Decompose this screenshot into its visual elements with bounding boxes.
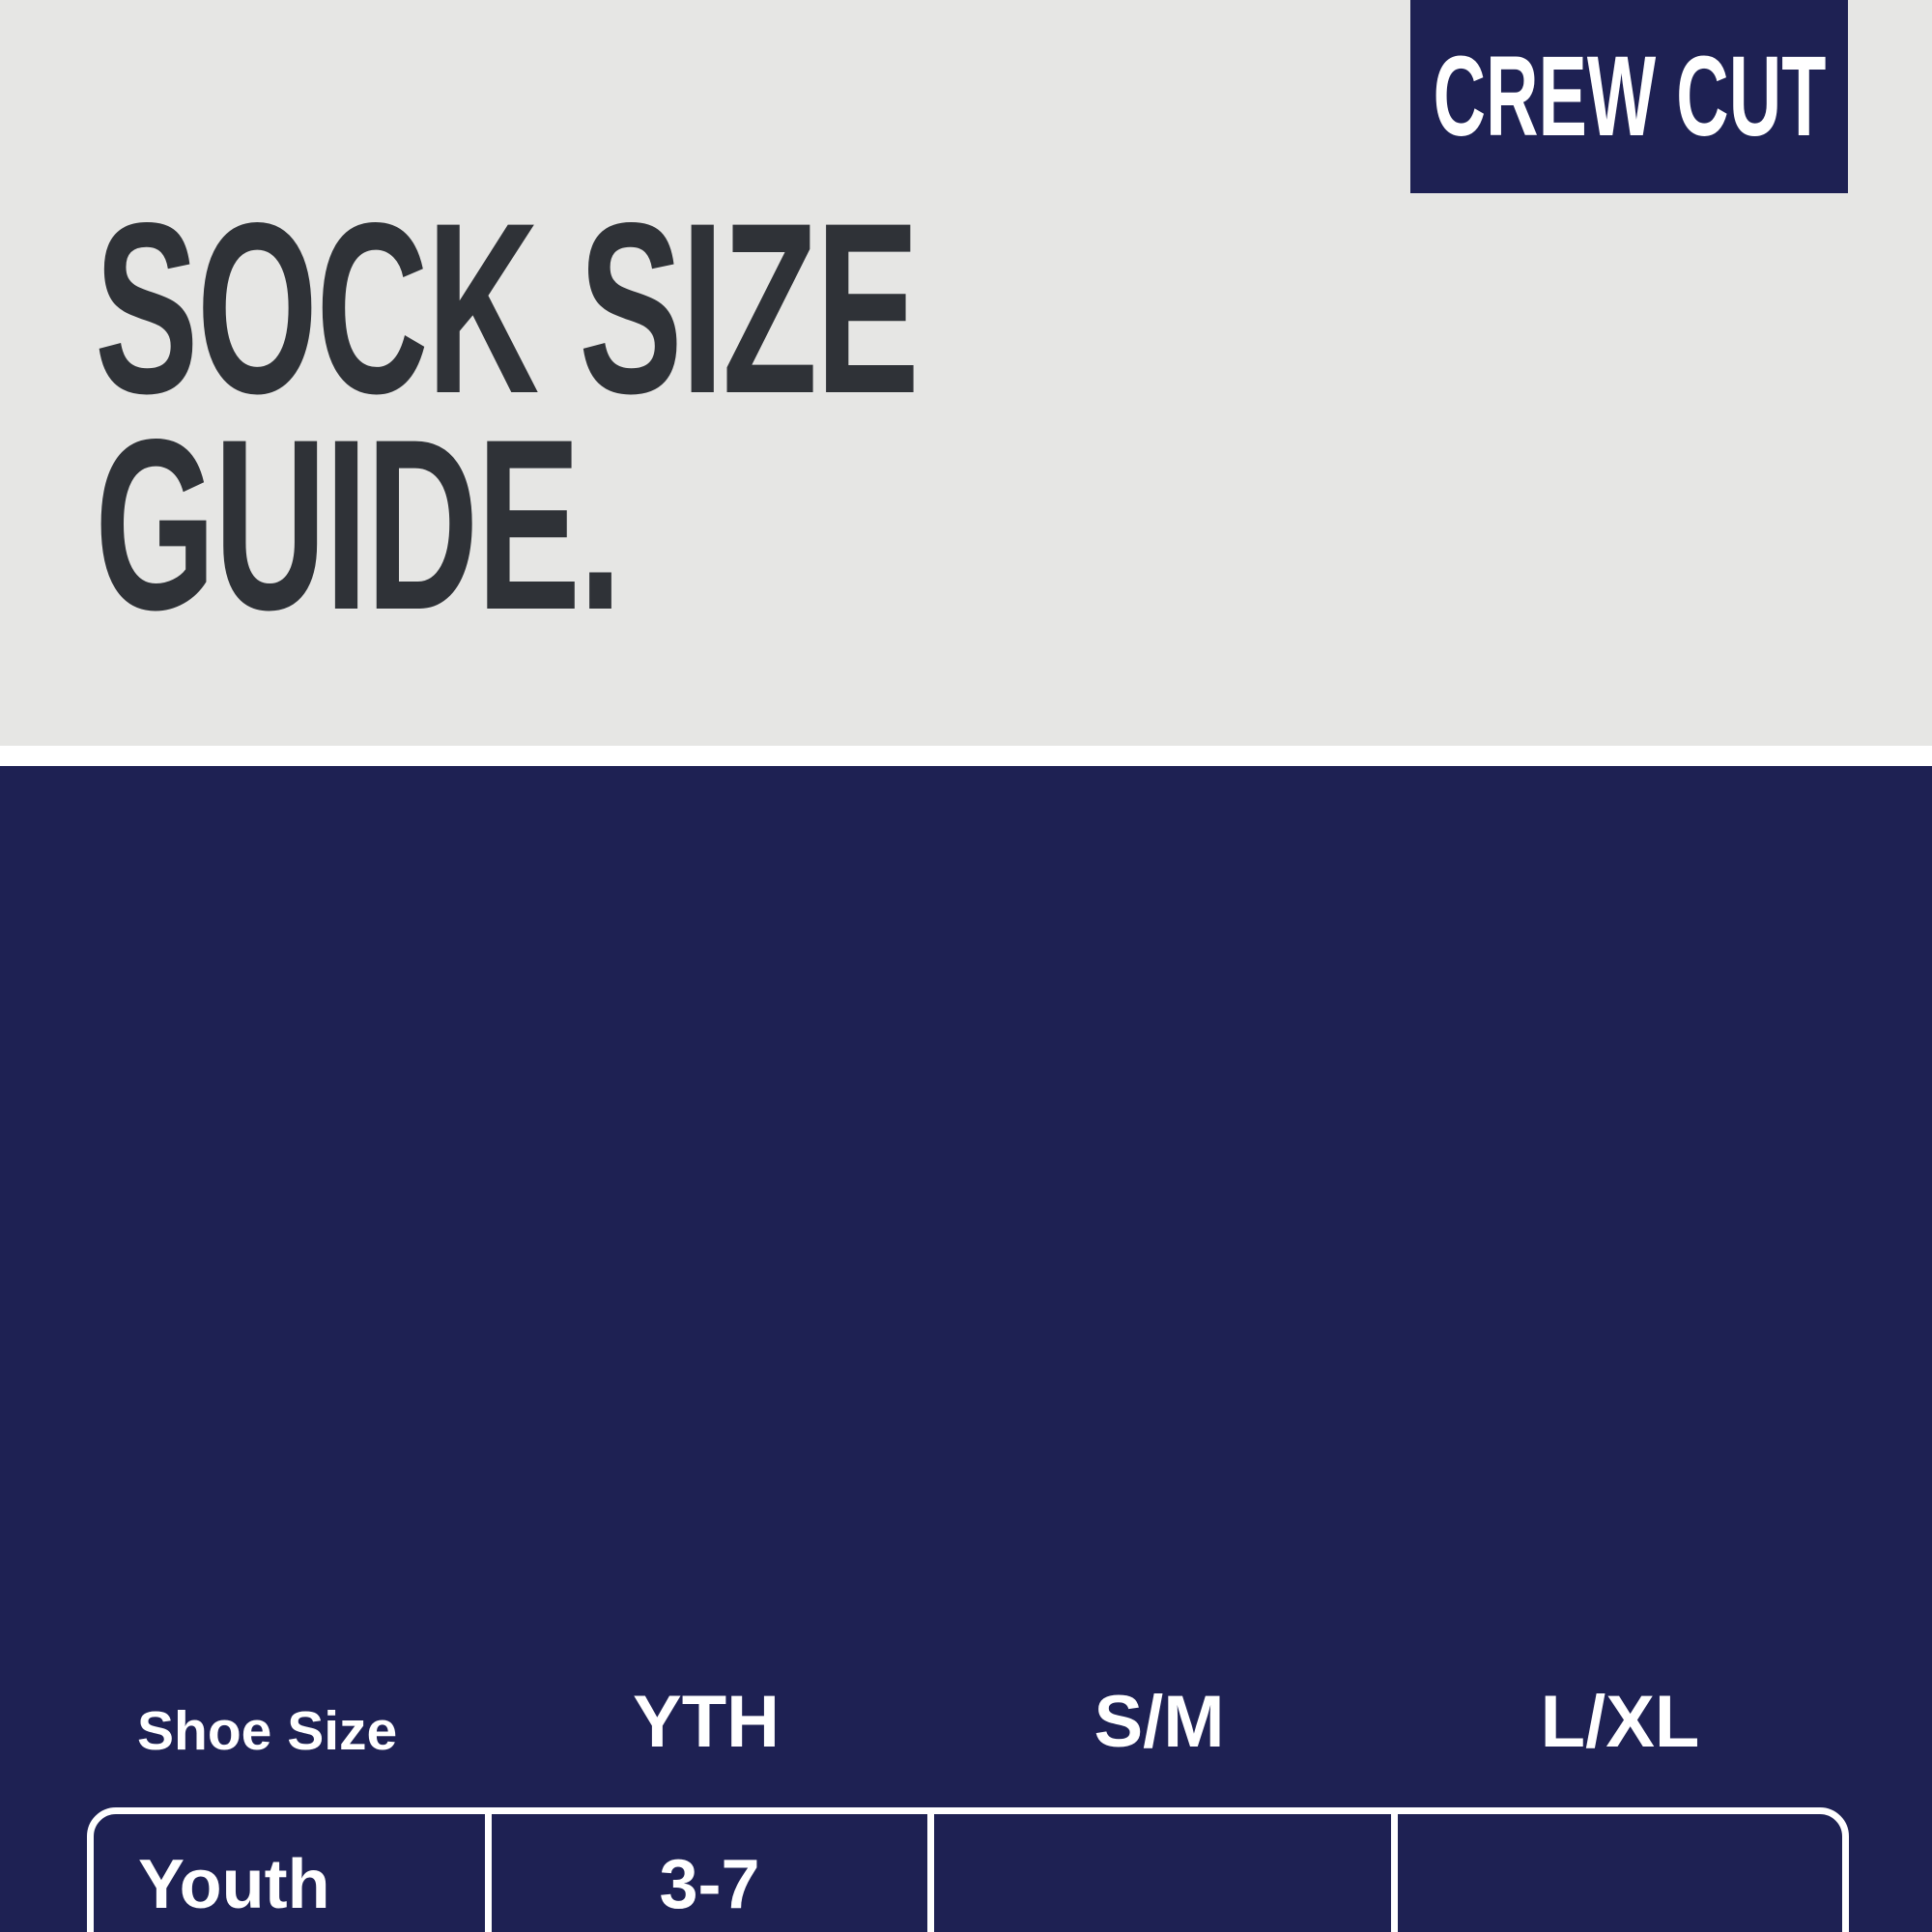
- crew-cut-badge-label: CREW CUT: [1433, 33, 1826, 160]
- top-section: SOCK SIZE GUIDE. CREW CUT: [0, 0, 1932, 746]
- column-header-sm: S/M: [1094, 1681, 1225, 1763]
- size-table: Youth 3-7 Women’s 4-7 8-10 11-14 Men’s 8…: [87, 1807, 1849, 1932]
- table-cell: [927, 1814, 1391, 1932]
- table-row-youth: Youth 3-7: [87, 1807, 1849, 1932]
- page-title-line-1: SOCK SIZE: [95, 173, 920, 444]
- column-header-yth: YTH: [633, 1681, 780, 1763]
- crew-cut-badge: CREW CUT: [1410, 0, 1848, 193]
- table-cell: 3-7: [485, 1814, 927, 1932]
- column-header-shoe-size: Shoe Size: [137, 1699, 398, 1762]
- section-divider: [0, 746, 1932, 766]
- table-header-row: Shoe Size YTH S/M L/XL: [87, 1666, 1849, 1763]
- size-table-section: Shoe Size YTH S/M L/XL Youth 3-7 Women’s…: [0, 766, 1932, 1932]
- page-title-line-2: GUIDE.: [95, 389, 622, 662]
- column-header-lxl: L/XL: [1540, 1681, 1700, 1763]
- page-title: SOCK SIZE GUIDE.: [95, 173, 920, 662]
- table-cell: [1391, 1814, 1842, 1932]
- row-label: Youth: [138, 1846, 330, 1923]
